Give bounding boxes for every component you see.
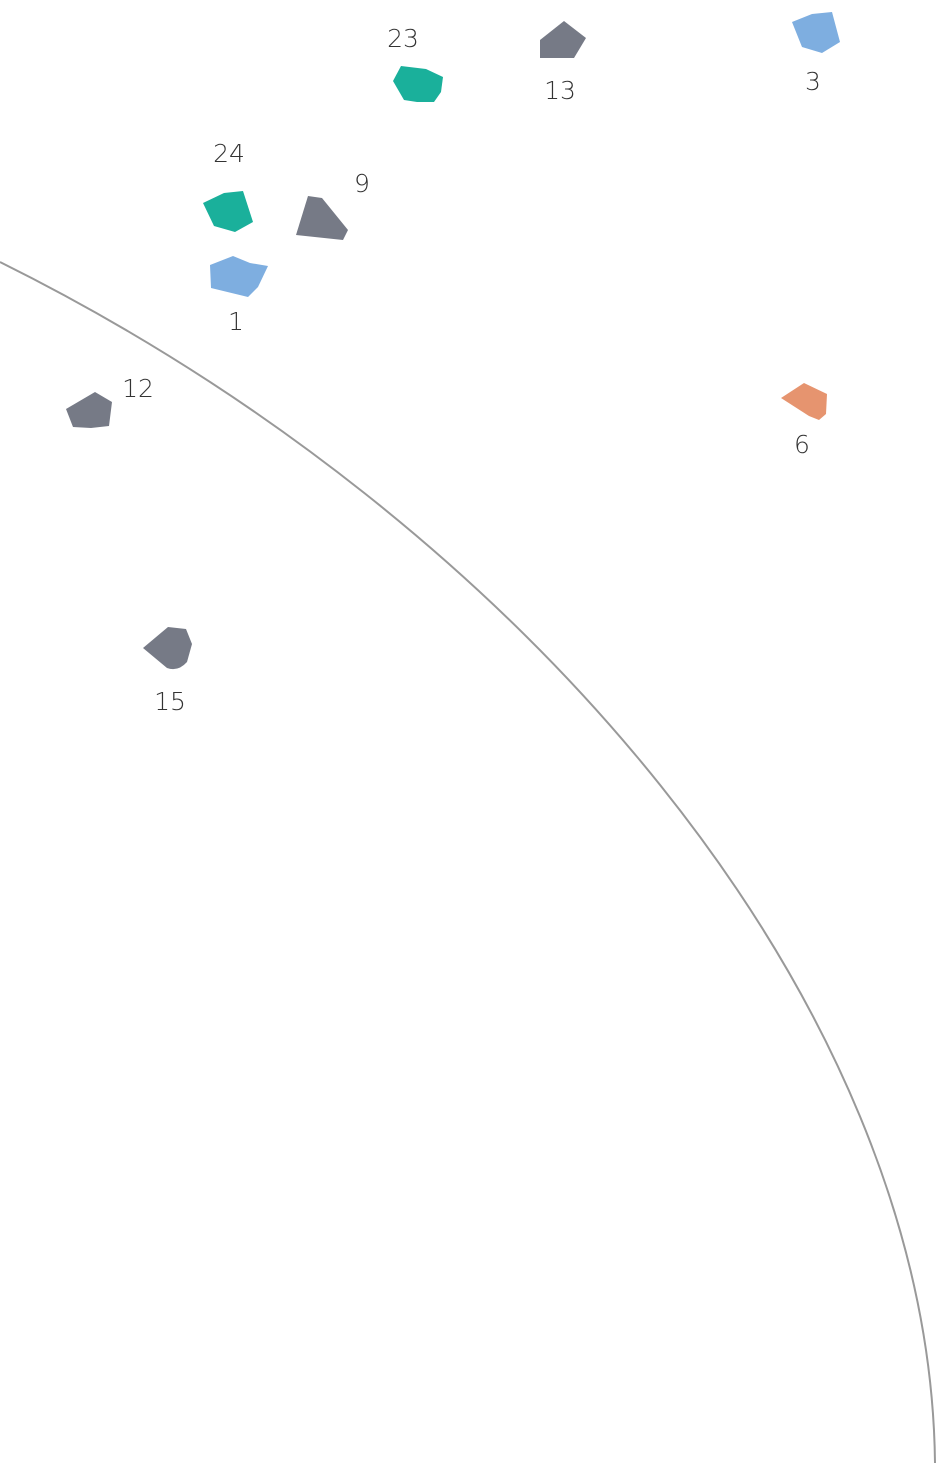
piece-3-shape — [792, 12, 840, 53]
piece-6-label: 6 — [794, 430, 810, 459]
piece-9-shape — [296, 196, 348, 240]
piece-23-shape — [393, 66, 443, 102]
piece-1-shape — [210, 256, 268, 297]
piece-3: 3 — [792, 12, 840, 96]
piece-12-shape — [66, 392, 112, 428]
piece-15-shape — [143, 627, 192, 670]
piece-9: 9 — [296, 169, 370, 240]
piece-13-shape — [540, 21, 586, 58]
piece-1: 1 — [210, 256, 268, 336]
piece-23: 23 — [387, 24, 443, 102]
boundary-arc — [0, 261, 936, 1463]
piece-24-label: 24 — [213, 139, 245, 168]
piece-13-label: 13 — [544, 76, 576, 105]
piece-24: 24 — [203, 139, 253, 232]
piece-12: 12 — [66, 374, 154, 428]
piece-1-label: 1 — [228, 307, 244, 336]
piece-23-label: 23 — [387, 24, 419, 53]
piece-9-label: 9 — [354, 169, 370, 198]
piece-3-label: 3 — [805, 67, 821, 96]
piece-6: 6 — [781, 383, 827, 459]
piece-15: 15 — [143, 627, 192, 716]
piece-13: 13 — [540, 21, 586, 105]
piece-24-shape — [203, 191, 253, 232]
piece-15-label: 15 — [154, 687, 186, 716]
piece-12-label: 12 — [122, 374, 154, 403]
piece-6-shape — [781, 383, 827, 420]
